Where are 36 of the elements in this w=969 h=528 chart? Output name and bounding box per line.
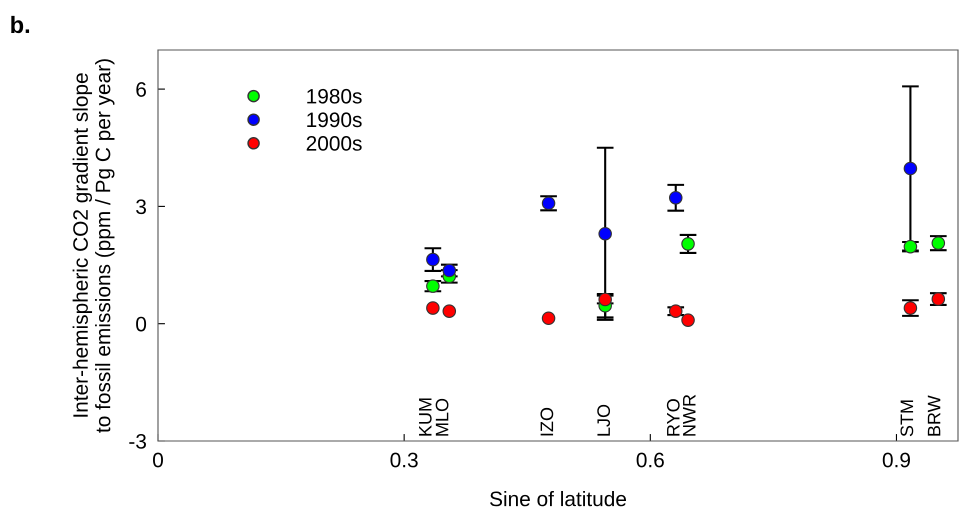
chart-title: b. bbox=[11, 16, 30, 34]
y-tick-label: -3 bbox=[129, 434, 146, 449]
legend-label: 2000s bbox=[306, 136, 362, 151]
point bbox=[668, 191, 683, 205]
x-tick-label: 0 bbox=[153, 452, 163, 468]
point bbox=[681, 237, 695, 251]
x-tick-label: 0.3 bbox=[390, 452, 418, 468]
legend-label: 1980s bbox=[307, 88, 362, 104]
y-tick-label: 3 bbox=[136, 199, 146, 214]
annotation: RYO bbox=[666, 399, 680, 436]
annotation: MLO bbox=[436, 398, 448, 436]
point bbox=[442, 304, 456, 318]
y-tick-label: 0 bbox=[136, 316, 146, 332]
annotation: LJO bbox=[597, 404, 610, 436]
point bbox=[904, 240, 918, 254]
annotation: STM bbox=[900, 400, 914, 436]
y-axis-title: Inter-hemispheric CO2 gradient slope to fossil emissions (ppm / Pg C per year) bbox=[72, 59, 114, 433]
annotation: NWR bbox=[683, 394, 696, 436]
point bbox=[542, 311, 556, 325]
x-axis-title: Sine of latitude bbox=[490, 490, 626, 506]
point bbox=[932, 236, 946, 250]
point bbox=[932, 292, 946, 306]
x-tick-label: 0.9 bbox=[882, 452, 910, 468]
y-tick-label: 6 bbox=[136, 82, 146, 97]
annotation: IZO bbox=[540, 408, 554, 436]
annotation: KUM bbox=[419, 398, 432, 436]
point bbox=[426, 301, 440, 315]
point bbox=[426, 252, 440, 266]
point bbox=[668, 304, 683, 318]
point bbox=[598, 227, 612, 241]
point bbox=[681, 313, 695, 327]
point bbox=[904, 162, 918, 176]
annotation: BRW bbox=[928, 395, 940, 436]
point bbox=[598, 292, 612, 306]
legend-label: 1990s bbox=[307, 112, 362, 128]
x-tick-label: 0.6 bbox=[636, 452, 664, 468]
